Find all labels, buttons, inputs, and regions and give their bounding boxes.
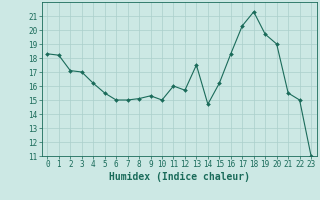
X-axis label: Humidex (Indice chaleur): Humidex (Indice chaleur) (109, 172, 250, 182)
